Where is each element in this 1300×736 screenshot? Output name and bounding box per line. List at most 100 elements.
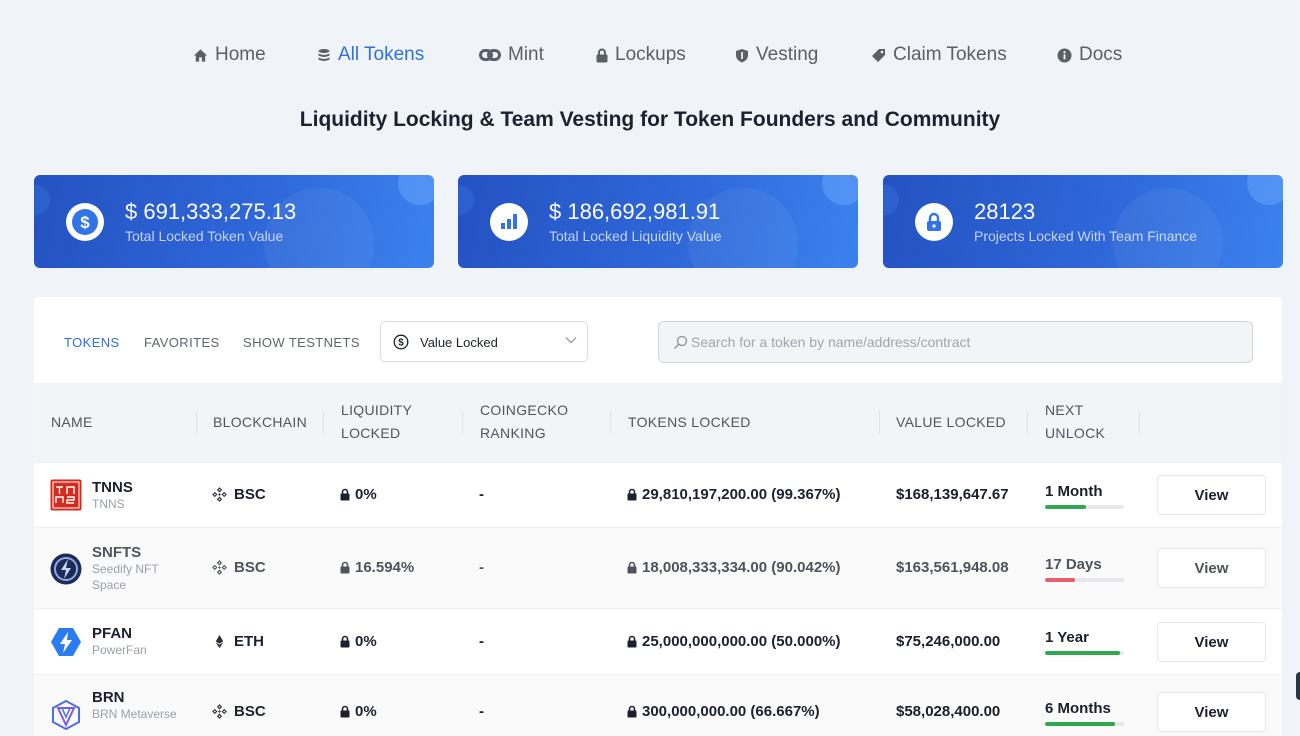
nav-docs[interactable]: Docs xyxy=(1057,40,1122,70)
header-value-locked: VALUE LOCKED xyxy=(896,414,1006,430)
header-coingecko-ranking: COINGECKO RANKING xyxy=(480,402,569,441)
search-input[interactable] xyxy=(691,322,1241,362)
stat-label: Projects Locked With Team Finance xyxy=(974,228,1198,244)
next-unlock-cell: 6 Months xyxy=(1045,700,1111,717)
link-icon xyxy=(479,49,501,61)
nav-docs-label: Docs xyxy=(1079,44,1123,65)
tab-tokens[interactable]: TOKENS xyxy=(64,335,120,350)
view-button[interactable]: View xyxy=(1157,548,1266,588)
view-button[interactable]: View xyxy=(1157,622,1266,662)
tokens-locked-cell: 25,000,000,000.00 (50.000%) xyxy=(627,633,841,650)
token-name: TNNS xyxy=(92,497,125,511)
dollar-circle-icon: $ xyxy=(66,203,104,241)
unlock-progress-bar xyxy=(1045,722,1124,726)
lock-icon xyxy=(340,705,350,718)
ranking-cell: - xyxy=(479,559,484,576)
lock-icon xyxy=(627,488,637,501)
nav-all-tokens-label: All Tokens xyxy=(338,44,425,65)
bnb-icon xyxy=(212,560,227,575)
stat-label: Total Locked Liquidity Value xyxy=(549,228,722,244)
lock-icon xyxy=(340,561,350,574)
table-header: NAME BLOCKCHAIN LIQUIDITY LOCKED COINGECK… xyxy=(34,383,1282,462)
top-nav: Home All Tokens Mint Lockups Vesting Cla… xyxy=(0,40,1300,70)
next-unlock-cell: 1 Year xyxy=(1045,629,1089,646)
chevron-down-icon xyxy=(565,337,577,344)
lock-icon xyxy=(627,561,637,574)
nav-mint-label: Mint xyxy=(508,44,544,65)
lock-icon xyxy=(340,635,350,648)
token-symbol: BRN xyxy=(92,689,125,706)
nav-lockups-label: Lockups xyxy=(615,44,686,65)
search-box xyxy=(658,321,1253,363)
tokens-locked-cell: 29,810,197,200.00 (99.367%) xyxy=(627,486,841,503)
bnb-icon xyxy=(212,487,227,502)
nav-claim-tokens[interactable]: Claim Tokens xyxy=(871,40,1007,70)
stat-label: Total Locked Token Value xyxy=(125,228,284,244)
sort-select-value: Value Locked xyxy=(420,335,498,350)
nav-home[interactable]: Home xyxy=(193,40,266,70)
table-row[interactable]: BRN BRN Metaverse BSC 0% - 300,000,000.0… xyxy=(34,674,1282,736)
snfts-logo xyxy=(50,553,82,585)
nav-all-tokens[interactable]: All Tokens xyxy=(317,40,424,70)
unlock-progress-bar xyxy=(1045,505,1124,509)
ranking-cell: - xyxy=(479,633,484,650)
unlock-progress-bar xyxy=(1045,578,1124,582)
nav-vesting-label: Vesting xyxy=(756,44,819,65)
header-next-unlock: NEXT UNLOCK xyxy=(1045,402,1106,441)
nav-mint[interactable]: Mint xyxy=(479,40,544,70)
token-symbol: SNFTS xyxy=(92,544,142,561)
header-liquidity: LIQUIDITY LOCKED xyxy=(341,402,413,441)
stat-value: $ 691,333,275.13 xyxy=(125,199,297,224)
nav-lockups[interactable]: Lockups xyxy=(596,40,686,70)
ranking-cell: - xyxy=(479,703,484,720)
liquidity-cell: 16.594% xyxy=(340,559,414,576)
token-symbol: PFAN xyxy=(92,625,133,642)
table-row[interactable]: SNFTS Seedify NFT Space BSC 16.594% - 18… xyxy=(34,527,1282,608)
value-locked-cell: $163,561,948.08 xyxy=(896,559,1009,576)
stat-card-liquidity-value: $ 186,692,981.91 Total Locked Liquidity … xyxy=(458,175,858,268)
tokens-panel: TOKENS FAVORITES SHOW TESTNETS $ Value L… xyxy=(34,297,1282,736)
unlock-progress-fill xyxy=(1045,651,1121,655)
tokens-locked-cell: 18,008,333,334.00 (90.042%) xyxy=(627,559,841,576)
header-name: NAME xyxy=(51,414,93,430)
blockchain-cell: BSC xyxy=(212,703,266,720)
token-name: PowerFan xyxy=(92,643,147,657)
pfan-logo xyxy=(50,626,82,658)
header-blockchain: BLOCKCHAIN xyxy=(213,414,308,430)
sort-select[interactable]: $ Value Locked xyxy=(380,321,588,362)
unlock-progress-fill xyxy=(1045,722,1115,726)
tnns-logo xyxy=(50,479,82,511)
table-row[interactable]: TNNS TNNS BSC 0% - 29,810,197,200.00 (99… xyxy=(34,462,1282,527)
unlock-progress-fill xyxy=(1045,505,1087,509)
view-button[interactable]: View xyxy=(1157,475,1266,515)
nav-vesting[interactable]: Vesting xyxy=(735,40,818,70)
value-locked-cell: $75,246,000.00 xyxy=(896,633,1001,650)
brn-logo xyxy=(50,699,82,731)
liquidity-cell: 0% xyxy=(340,486,377,503)
page-tagline: Liquidity Locking & Team Vesting for Tok… xyxy=(299,108,1001,131)
svg-text:$: $ xyxy=(398,338,404,349)
blockchain-cell: BSC xyxy=(212,486,266,503)
scroll-handle[interactable] xyxy=(1296,672,1300,700)
unlock-progress-fill xyxy=(1045,578,1076,582)
database-icon xyxy=(318,49,330,61)
tab-favorites[interactable]: FAVORITES xyxy=(144,335,220,350)
token-name: Seedify NFT Space xyxy=(92,562,159,592)
info-icon xyxy=(1057,48,1072,62)
liquidity-chart-icon xyxy=(490,203,528,241)
stat-value: 28123 xyxy=(974,199,1036,224)
value-locked-cell: $168,139,647.67 xyxy=(896,486,1009,503)
home-icon xyxy=(193,48,208,62)
next-unlock-cell: 1 Month xyxy=(1045,483,1103,500)
view-button[interactable]: View xyxy=(1157,692,1266,732)
lock-icon xyxy=(915,203,953,241)
blockchain-cell: BSC xyxy=(212,559,266,576)
tab-show-testnets[interactable]: SHOW TESTNETS xyxy=(243,335,360,350)
token-symbol: TNNS xyxy=(92,479,133,496)
dollar-circle-icon: $ xyxy=(393,334,409,350)
table-row[interactable]: PFAN PowerFan ETH 0% - 25,000,000,000.00… xyxy=(34,608,1282,674)
lock-icon xyxy=(340,488,350,501)
next-unlock-cell: 17 Days xyxy=(1045,556,1102,573)
nav-claim-tokens-label: Claim Tokens xyxy=(893,44,1007,65)
value-locked-cell: $58,028,400.00 xyxy=(896,703,1001,720)
